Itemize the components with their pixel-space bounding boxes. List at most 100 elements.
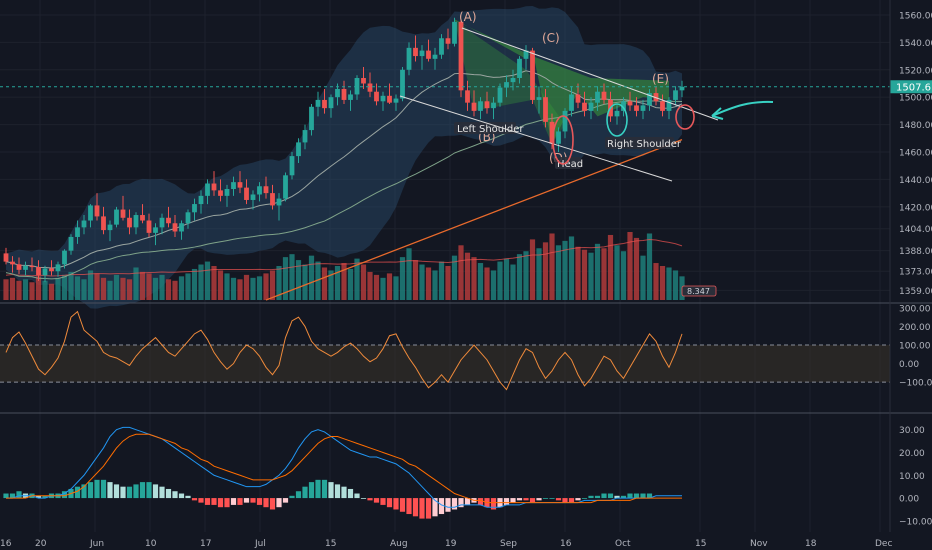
candle <box>673 86 678 106</box>
macd-hist-bar <box>178 493 185 499</box>
candle <box>666 97 672 120</box>
candle-body <box>114 209 119 225</box>
volume-bar <box>399 257 406 300</box>
candle <box>341 80 347 105</box>
candle-body <box>68 236 74 251</box>
volume-bar <box>471 257 477 300</box>
macd-hist-bar <box>321 479 328 499</box>
macd-hist-bar <box>152 484 159 499</box>
macd-tick-label: 0.00 <box>899 495 919 505</box>
price-tick-label: 1500.00 <box>899 94 932 104</box>
volume-bar <box>217 270 224 300</box>
macd-hist-bar <box>594 495 601 499</box>
candle-body <box>42 268 48 276</box>
macd-tick-label: 30.00 <box>899 426 925 436</box>
macd-hist-bar <box>9 493 16 499</box>
volume-bar <box>633 237 640 300</box>
head-tag-bg <box>555 157 581 169</box>
candle <box>575 83 581 109</box>
volume-bar <box>295 260 302 300</box>
candle-body <box>640 105 646 111</box>
candle-body <box>491 102 496 109</box>
macd-hist-bar <box>562 498 568 503</box>
candle-body <box>302 130 308 143</box>
candle <box>172 215 178 237</box>
candle-body <box>530 50 535 100</box>
volume-bar <box>68 271 74 300</box>
candle <box>432 47 438 70</box>
macd-hist-bar <box>458 498 464 508</box>
candle <box>159 213 165 235</box>
time-tick-label: Jun <box>89 539 104 549</box>
macd-hist-bar <box>503 498 510 505</box>
cci-line <box>5 310 683 391</box>
candle <box>328 94 334 118</box>
macd-hist-bar <box>172 491 178 499</box>
candle <box>653 86 659 106</box>
candle-body <box>244 187 249 200</box>
macd-hist-bar <box>386 498 393 508</box>
macd-hist-bar <box>295 491 302 499</box>
price-tick-label: 1440.00 <box>899 176 932 186</box>
candle-body <box>406 47 412 70</box>
candle-body <box>263 186 269 194</box>
candle-body <box>192 204 197 213</box>
volume-bar <box>55 277 61 300</box>
candle <box>601 83 607 105</box>
volume-bar <box>263 273 269 300</box>
volume-bar <box>276 266 282 300</box>
candle <box>361 67 366 89</box>
candle-body <box>556 131 561 144</box>
volume-bar <box>328 270 334 300</box>
candle <box>595 86 600 111</box>
candle-body <box>81 220 87 228</box>
head-circle <box>552 115 574 165</box>
candle <box>166 206 171 228</box>
candle-body <box>614 110 620 117</box>
candle-body <box>484 101 490 109</box>
time-tick-label: Sep <box>500 539 517 549</box>
volume-bar <box>289 254 295 300</box>
volume-bar <box>380 277 386 300</box>
macd-hist-bar <box>568 498 575 503</box>
volume-bar <box>107 280 113 300</box>
volume-bar <box>640 255 646 300</box>
macd-hist-bar <box>360 498 367 499</box>
time-axis: 20 Jun 10 17 Jul 15 Aug 19 Sep 16 Oct 15 Nov 18 Dec 16 <box>0 539 892 549</box>
candle <box>257 182 262 202</box>
candle <box>211 171 217 196</box>
volume-bar <box>315 261 321 300</box>
candle-body <box>335 88 340 98</box>
candle-body <box>289 156 295 176</box>
volume-ma-line <box>5 238 683 277</box>
candle-body <box>374 91 379 102</box>
macd-hist-bar <box>185 495 191 499</box>
candle <box>634 97 639 117</box>
volume-bar <box>198 264 204 300</box>
volume-bar <box>282 257 289 300</box>
candle <box>198 190 204 214</box>
candle <box>387 83 392 105</box>
candle-body <box>276 198 282 206</box>
right-shoulder-label: Right Shoulder <box>607 139 682 150</box>
volume-bar <box>100 277 107 300</box>
volume-bar <box>159 274 165 300</box>
volume-bar <box>360 264 367 300</box>
macd-hist-bar <box>367 498 373 501</box>
volume-bar <box>445 266 451 300</box>
candle-body <box>270 193 275 206</box>
macd-tick-label: 20.00 <box>899 449 925 459</box>
candle-body <box>426 50 431 59</box>
volume-bar <box>666 267 672 300</box>
candle <box>400 67 405 102</box>
cci-band <box>0 345 890 383</box>
triangle-lower-line <box>399 95 673 182</box>
ma20-line <box>5 70 683 269</box>
candle-body <box>478 101 483 111</box>
candle-body <box>283 175 288 199</box>
candle-body <box>166 217 171 224</box>
volume-bar <box>172 280 178 300</box>
candle-body <box>133 215 139 228</box>
macd-hist-bar <box>276 498 282 508</box>
